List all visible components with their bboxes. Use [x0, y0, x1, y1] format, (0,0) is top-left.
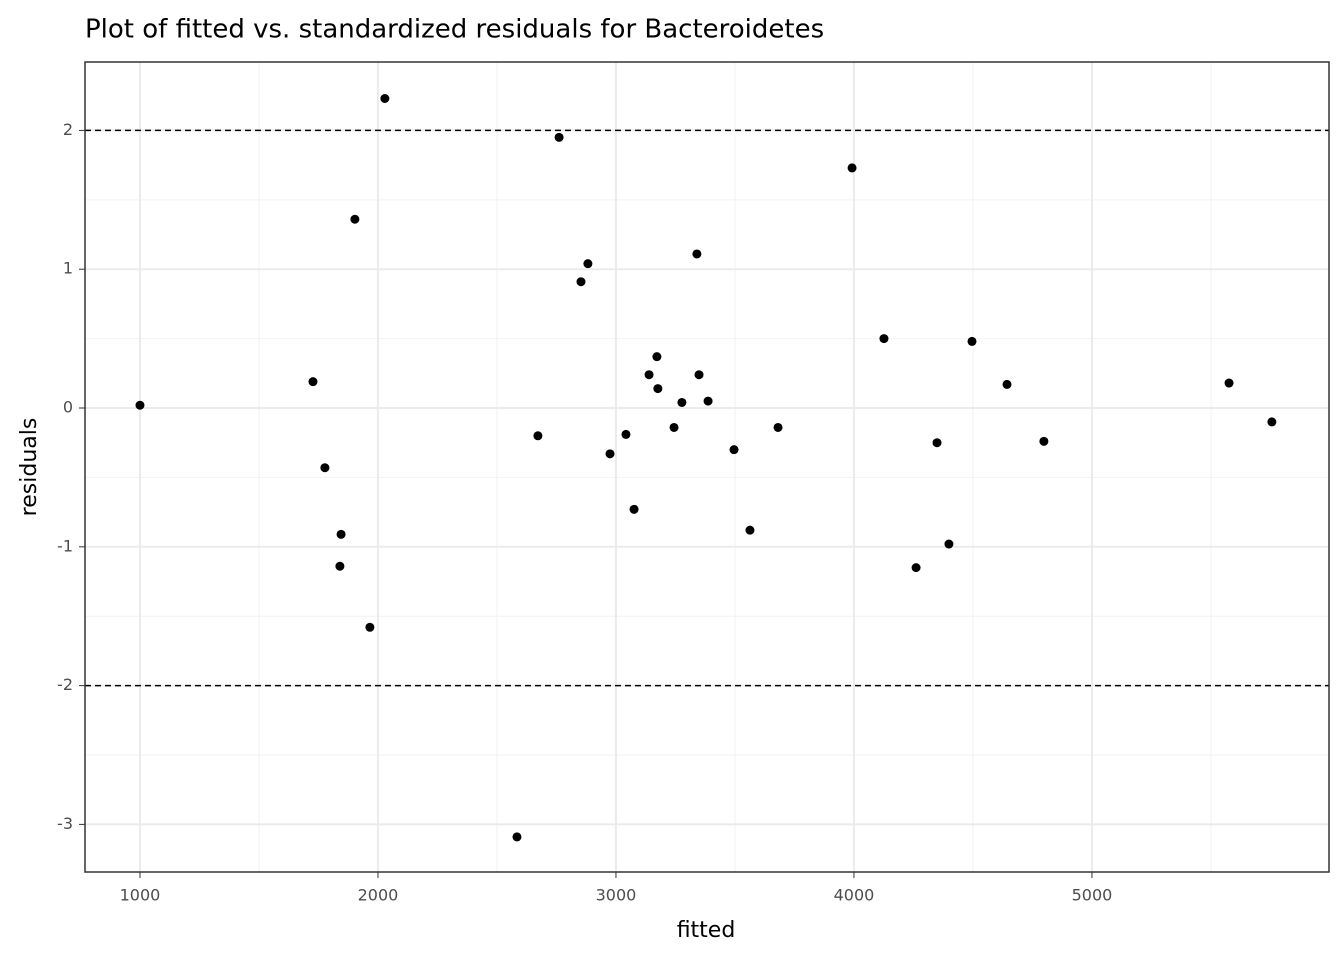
point	[605, 449, 615, 459]
point	[644, 370, 654, 380]
point	[335, 561, 345, 571]
x-tick-label: 5000	[1072, 886, 1113, 905]
point	[669, 422, 679, 432]
point	[621, 429, 631, 439]
y-tick-label: -2	[57, 675, 73, 694]
point	[1224, 378, 1234, 388]
point	[512, 832, 522, 842]
y-tick-label: -1	[57, 536, 73, 555]
point	[336, 529, 346, 539]
point	[1039, 436, 1049, 446]
point	[652, 352, 662, 362]
point	[1267, 417, 1277, 427]
y-axis-title: residuals	[17, 418, 42, 517]
x-tick-label: 1000	[120, 886, 161, 905]
y-tick-label: 0	[63, 398, 73, 417]
point	[533, 431, 543, 441]
point	[554, 132, 564, 142]
point	[944, 539, 954, 549]
point	[350, 214, 360, 224]
x-tick-label: 2000	[358, 886, 399, 905]
point	[653, 384, 663, 394]
point	[932, 438, 942, 448]
point	[692, 249, 702, 259]
point	[380, 94, 390, 104]
chart-title: Plot of fitted vs. standardized residual…	[85, 15, 824, 45]
point	[365, 622, 375, 632]
point	[847, 163, 857, 173]
point	[729, 445, 739, 455]
x-tick-label: 4000	[834, 886, 875, 905]
point	[583, 259, 593, 269]
y-tick-label: -3	[57, 814, 73, 833]
y-tick-label: 2	[63, 120, 73, 139]
point	[694, 370, 704, 380]
x-axis-title: fitted	[677, 918, 736, 943]
point	[320, 463, 330, 473]
point	[576, 277, 586, 287]
point	[879, 334, 889, 344]
plot-border	[84, 61, 1330, 873]
x-tick-label: 3000	[596, 886, 637, 905]
point	[967, 336, 977, 346]
point	[1002, 379, 1012, 389]
point	[745, 525, 755, 535]
point	[135, 400, 145, 410]
y-tick-label: 1	[63, 259, 73, 278]
point	[773, 422, 783, 432]
point	[629, 504, 639, 514]
point	[308, 377, 318, 387]
point	[911, 563, 921, 573]
point	[677, 397, 687, 407]
point	[703, 396, 713, 406]
